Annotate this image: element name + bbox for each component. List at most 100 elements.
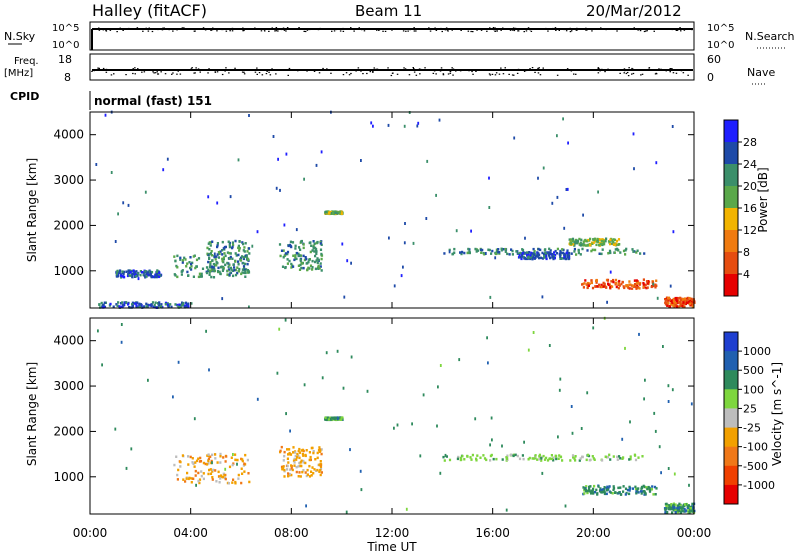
range-gate-cell	[587, 238, 590, 242]
range-gate-cell	[349, 448, 351, 452]
nave-point	[345, 72, 348, 74]
colorbar-tick-label: 8	[743, 246, 750, 259]
freq-label: Freq.	[14, 56, 39, 67]
range-gate-cell	[181, 261, 184, 264]
range-gate-cell	[679, 503, 682, 507]
range-gate-cell	[489, 454, 492, 458]
range-gate-cell	[236, 271, 239, 275]
range-gate-cell	[550, 454, 553, 457]
range-gate-cell	[589, 243, 592, 246]
range-gate-cell	[243, 462, 246, 465]
range-gate-cell	[154, 273, 157, 277]
range-gate-cell	[542, 454, 545, 458]
range-gate-cell	[242, 268, 245, 271]
range-gate-cell	[530, 254, 533, 257]
power-ylabel: Slant Range [km]	[25, 158, 39, 262]
range-gate-cell	[276, 371, 279, 375]
range-gate-cell	[650, 285, 653, 289]
range-gate-cell	[625, 284, 628, 288]
range-gate-cell	[411, 422, 413, 426]
range-gate-cell	[628, 287, 631, 290]
range-gate-cell	[192, 462, 195, 465]
range-gate-cell	[599, 487, 602, 490]
range-gate-cell	[272, 135, 275, 138]
nsky-point	[586, 29, 588, 31]
nave-point	[392, 72, 394, 74]
range-gate-cell	[190, 302, 193, 305]
nave-point	[266, 70, 268, 72]
range-gate-cell	[283, 223, 286, 227]
range-gate-cell	[596, 285, 599, 288]
range-gate-cell	[101, 363, 103, 367]
range-gate-cell	[551, 252, 554, 256]
range-gate-cell	[678, 506, 681, 509]
range-gate-cell	[602, 285, 605, 288]
nave-point	[517, 68, 520, 70]
range-gate-cell	[566, 249, 569, 252]
range-gate-cell	[655, 279, 658, 282]
nave-point	[412, 67, 414, 69]
range-gate-cell	[469, 456, 472, 459]
y-tick-label: 4000	[53, 334, 84, 348]
range-gate-cell	[292, 265, 295, 268]
range-gate-cell	[641, 455, 644, 458]
range-gate-cell	[662, 345, 664, 348]
range-gate-cell	[585, 489, 589, 493]
range-gate-cell	[366, 389, 369, 393]
range-gate-cell	[586, 286, 589, 290]
nave-point	[529, 68, 531, 70]
range-gate-cell	[460, 458, 463, 461]
range-gate-cell	[131, 303, 134, 306]
range-gate-cell	[611, 285, 614, 288]
range-gate-cell	[605, 492, 608, 496]
colorbar-segment	[724, 120, 738, 143]
nave-point	[93, 70, 95, 72]
range-gate-cell	[234, 239, 237, 243]
range-gate-cell	[176, 275, 179, 279]
range-gate-cell	[530, 251, 533, 255]
range-gate-cell	[236, 462, 238, 466]
range-gate-cell	[115, 270, 118, 273]
range-gate-cell	[636, 281, 639, 284]
nsky-point	[633, 27, 635, 29]
nsky-point	[285, 30, 287, 32]
nsky-point	[363, 30, 366, 32]
range-gate-cell	[612, 243, 615, 246]
range-gate-cell	[541, 257, 544, 260]
range-gate-cell	[160, 305, 163, 308]
range-gate-cell	[289, 240, 292, 244]
range-gate-cell	[319, 265, 322, 268]
range-gate-cell	[526, 251, 529, 254]
nsky-point	[264, 30, 266, 32]
range-gate-cell	[216, 461, 219, 464]
velocity-heatmap	[97, 316, 696, 514]
nave-point	[672, 72, 675, 74]
nave-point	[241, 71, 244, 73]
range-gate-cell	[475, 250, 478, 253]
range-gate-cell	[564, 253, 567, 257]
range-gate-cell	[609, 286, 612, 289]
range-gate-cell	[666, 511, 669, 514]
range-gate-cell	[570, 252, 573, 255]
range-gate-cell	[104, 113, 107, 117]
range-gate-cell	[291, 241, 295, 244]
range-gate-cell	[667, 384, 670, 388]
range-gate-cell	[587, 489, 590, 492]
range-gate-cell	[690, 402, 693, 406]
range-gate-cell	[483, 253, 486, 256]
range-gate-cell	[548, 247, 551, 251]
range-gate-cell	[606, 279, 610, 282]
range-gate-cell	[435, 193, 437, 197]
nave-point	[624, 70, 626, 72]
range-gate-cell	[154, 301, 157, 304]
range-gate-cell	[601, 239, 604, 243]
nave-point	[208, 69, 211, 71]
range-gate-cell	[626, 488, 629, 492]
range-gate-cell	[572, 239, 575, 242]
range-gate-cell	[590, 489, 593, 492]
nsky-point	[225, 28, 228, 30]
nave-point	[650, 69, 652, 71]
range-gate-cell	[328, 212, 331, 215]
range-gate-cell	[529, 257, 532, 261]
